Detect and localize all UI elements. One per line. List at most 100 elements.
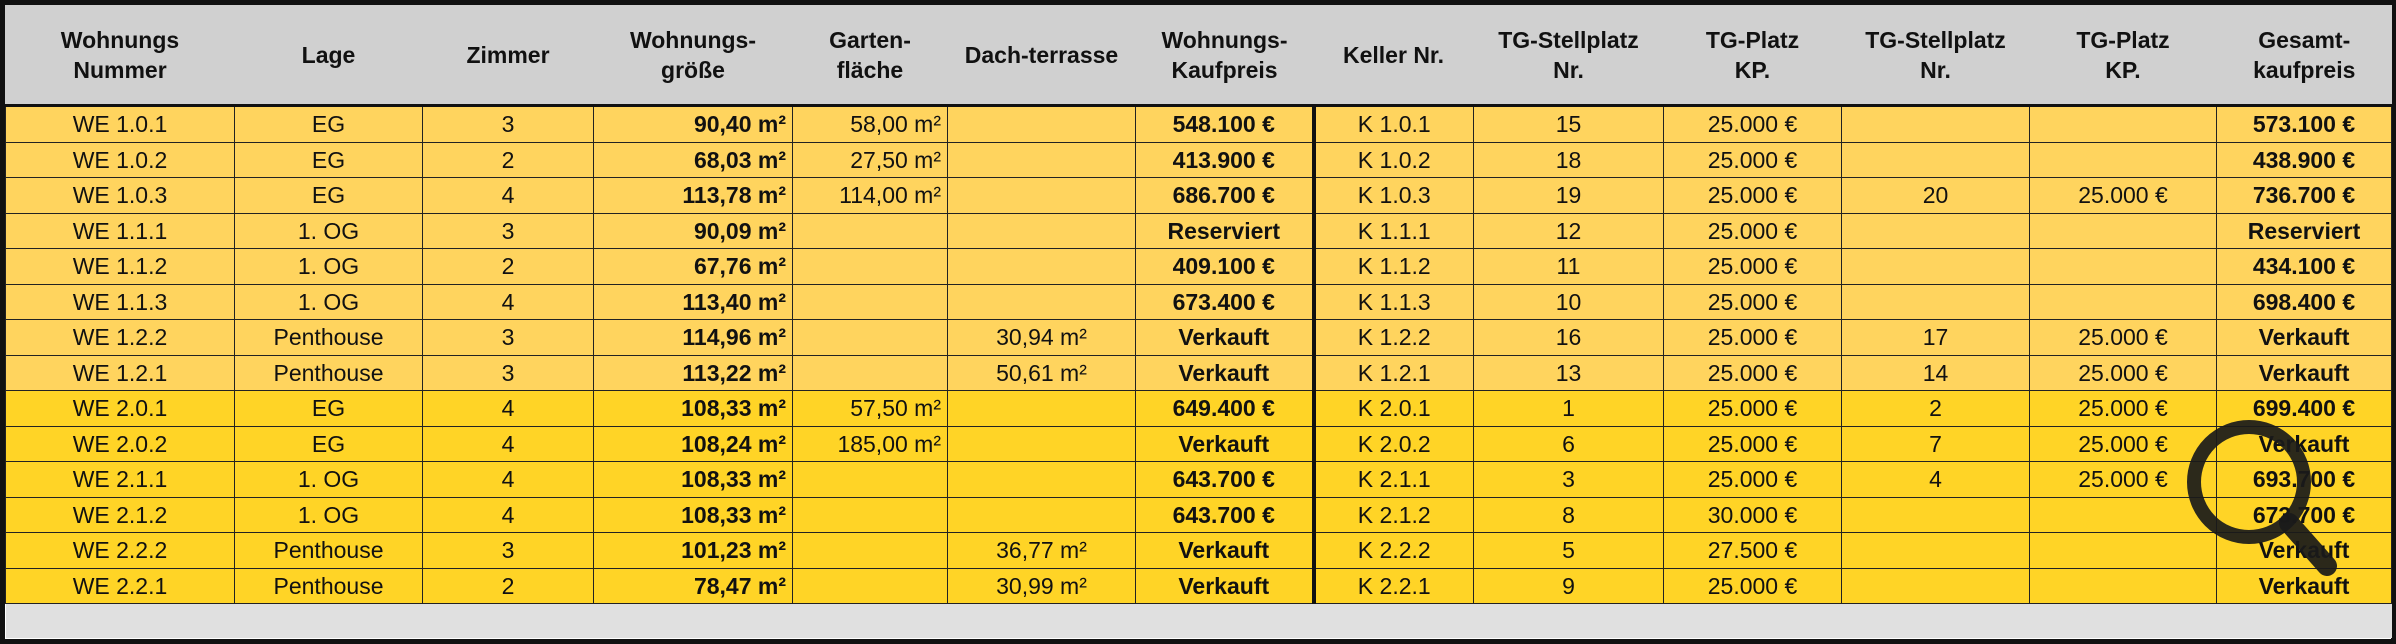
table-cell: 15 bbox=[1473, 105, 1664, 143]
table-cell: 25.000 € bbox=[2029, 390, 2217, 427]
table-cell: EG bbox=[234, 141, 423, 178]
table-cell: WE 2.1.2 bbox=[5, 496, 235, 533]
table-cell: 108,33 m² bbox=[593, 390, 793, 427]
footer-row bbox=[5, 603, 2392, 638]
table-cell bbox=[1841, 248, 2030, 285]
table-cell: K 1.1.3 bbox=[1313, 283, 1474, 320]
table-cell bbox=[1841, 567, 2030, 604]
table-cell bbox=[792, 212, 948, 249]
table-row: WE 1.2.2 Penthouse 3 114,96 m² 30,94 m² Verka… bbox=[5, 319, 2392, 356]
table-cell: 5 bbox=[1473, 532, 1664, 569]
table-cell: Reserviert bbox=[1135, 212, 1316, 249]
table-cell: 25.000 € bbox=[1663, 105, 1842, 143]
table-cell bbox=[2029, 248, 2217, 285]
table-cell: 25.000 € bbox=[2029, 354, 2217, 391]
column-header: Garten- fläche bbox=[792, 5, 948, 107]
table-cell bbox=[947, 283, 1136, 320]
table-cell: 27,50 m² bbox=[792, 141, 948, 178]
table-row: WE 1.1.2 1. OG 2 67,76 m² 409.100 € K 1.1.2 11… bbox=[5, 248, 2392, 285]
column-header: Lage bbox=[234, 5, 423, 107]
table-cell: 67,76 m² bbox=[593, 248, 793, 285]
table-cell: 25.000 € bbox=[1663, 567, 1842, 604]
table-cell bbox=[947, 212, 1136, 249]
table-row: WE 1.0.1 EG 3 90,40 m² 58,00 m² 548.100 € K 1.… bbox=[5, 105, 2392, 143]
table-cell: Penthouse bbox=[234, 354, 423, 391]
table-cell: WE 2.0.1 bbox=[5, 390, 235, 427]
table-cell: 1. OG bbox=[234, 212, 423, 249]
table-cell: 108,33 m² bbox=[593, 496, 793, 533]
table-cell: 114,96 m² bbox=[593, 319, 793, 356]
table-cell: EG bbox=[234, 390, 423, 427]
table-cell: 14 bbox=[1841, 354, 2030, 391]
table-cell: Verkauft bbox=[1135, 354, 1316, 391]
table-cell: 693.700 € bbox=[2216, 461, 2392, 498]
table-cell: 20 bbox=[1841, 177, 2030, 214]
table-cell: 113,22 m² bbox=[593, 354, 793, 391]
table-cell: K 2.2.2 bbox=[1313, 532, 1474, 569]
table-cell: 4 bbox=[422, 283, 594, 320]
table-cell bbox=[792, 248, 948, 285]
table-row: WE 1.2.1 Penthouse 3 113,22 m² 50,61 m² Verka… bbox=[5, 354, 2392, 391]
table-cell bbox=[947, 248, 1136, 285]
table-cell: K 1.0.1 bbox=[1313, 105, 1474, 143]
column-header: TG-Stellplatz Nr. bbox=[1841, 5, 2030, 107]
table-cell: Verkauft bbox=[1135, 567, 1316, 604]
table-cell bbox=[947, 390, 1136, 427]
table-cell: 13 bbox=[1473, 354, 1664, 391]
table-cell: Penthouse bbox=[234, 319, 423, 356]
table-cell: Verkauft bbox=[1135, 319, 1316, 356]
table-cell: WE 1.1.1 bbox=[5, 212, 235, 249]
table-cell: 673.400 € bbox=[1135, 283, 1316, 320]
table-cell bbox=[2029, 212, 2217, 249]
table-cell: 3 bbox=[422, 105, 594, 143]
table-cell: 736.700 € bbox=[2216, 177, 2392, 214]
table-cell: 30,99 m² bbox=[947, 567, 1136, 604]
table-cell: 698.400 € bbox=[2216, 283, 2392, 320]
table-row: WE 2.0.1 EG 4 108,33 m² 57,50 m² 649.400 € K 2… bbox=[5, 390, 2392, 427]
table-cell: 25.000 € bbox=[1663, 141, 1842, 178]
column-header: Wohnungs Nummer bbox=[5, 5, 235, 107]
table-cell bbox=[792, 319, 948, 356]
table-cell: Verkauft bbox=[2216, 532, 2392, 569]
table-cell: K 2.2.1 bbox=[1313, 567, 1474, 604]
column-header: TG-Stellplatz Nr. bbox=[1473, 5, 1664, 107]
table-cell: Verkauft bbox=[1135, 425, 1316, 462]
table-cell: 1 bbox=[1473, 390, 1664, 427]
table-cell: 548.100 € bbox=[1135, 105, 1316, 143]
table-cell: 3 bbox=[422, 354, 594, 391]
table-cell: 1. OG bbox=[234, 248, 423, 285]
table-cell: 413.900 € bbox=[1135, 141, 1316, 178]
table-cell: 27.500 € bbox=[1663, 532, 1842, 569]
table-body: WE 1.0.1 EG 3 90,40 m² 58,00 m² 548.100 € K 1.… bbox=[5, 105, 2392, 638]
table-cell: 6 bbox=[1473, 425, 1664, 462]
table-cell bbox=[792, 496, 948, 533]
table-cell: 649.400 € bbox=[1135, 390, 1316, 427]
table-cell: 4 bbox=[422, 461, 594, 498]
table-cell: K 1.0.2 bbox=[1313, 141, 1474, 178]
table-cell bbox=[792, 461, 948, 498]
table-cell: 8 bbox=[1473, 496, 1664, 533]
table-cell bbox=[947, 461, 1136, 498]
table-cell: K 1.0.3 bbox=[1313, 177, 1474, 214]
table-cell: Verkauft bbox=[2216, 319, 2392, 356]
table-cell: 16 bbox=[1473, 319, 1664, 356]
table-cell: 643.700 € bbox=[1135, 496, 1316, 533]
table-cell: 25.000 € bbox=[1663, 177, 1842, 214]
table-cell: Reserviert bbox=[2216, 212, 2392, 249]
table-cell: Verkauft bbox=[2216, 567, 2392, 604]
table-cell: 113,78 m² bbox=[593, 177, 793, 214]
table-cell: 2 bbox=[422, 567, 594, 604]
table-cell: WE 1.2.2 bbox=[5, 319, 235, 356]
table-cell: 58,00 m² bbox=[792, 105, 948, 143]
table-cell: 68,03 m² bbox=[593, 141, 793, 178]
table-cell bbox=[2029, 283, 2217, 320]
table-cell bbox=[947, 425, 1136, 462]
table-cell bbox=[1841, 141, 2030, 178]
table-cell bbox=[2029, 567, 2217, 604]
table-cell: Verkauft bbox=[2216, 354, 2392, 391]
table-cell: 2 bbox=[422, 248, 594, 285]
table-cell: 3 bbox=[1473, 461, 1664, 498]
table-cell: 25.000 € bbox=[2029, 425, 2217, 462]
